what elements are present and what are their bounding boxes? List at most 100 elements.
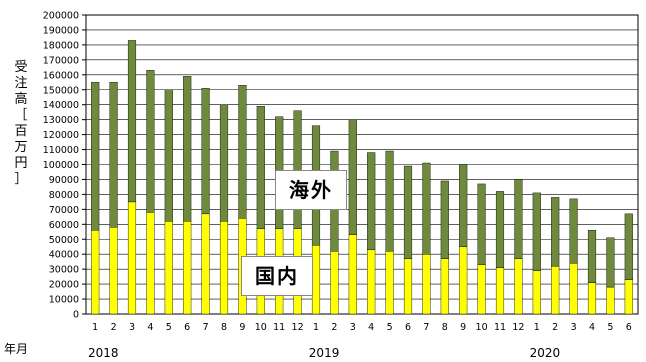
bar-overseas bbox=[293, 110, 302, 229]
x-tick-label: 9 bbox=[460, 322, 466, 333]
x-tick-label: 10 bbox=[255, 322, 267, 333]
bar-domestic bbox=[109, 227, 118, 315]
bar-overseas bbox=[422, 162, 431, 255]
y-tick-label: 10000 bbox=[49, 295, 79, 306]
bar-domestic bbox=[164, 221, 173, 315]
domestic-annotation: 国内 bbox=[241, 256, 313, 296]
x-tick-label: 1 bbox=[92, 322, 98, 333]
x-tick-label: 11 bbox=[273, 322, 285, 333]
bar-overseas bbox=[238, 85, 247, 219]
bar-overseas bbox=[127, 40, 137, 203]
x-tick-label: 2 bbox=[111, 322, 117, 333]
bar-domestic bbox=[330, 251, 339, 315]
y-tick-label: 90000 bbox=[49, 175, 79, 186]
bar-domestic bbox=[477, 264, 486, 315]
x-tick-label: 3 bbox=[350, 322, 356, 333]
y-tick-label: 190000 bbox=[43, 25, 79, 36]
bar-overseas bbox=[551, 197, 560, 267]
x-tick-label: 3 bbox=[571, 322, 577, 333]
bar-domestic bbox=[514, 258, 523, 315]
bar-overseas bbox=[477, 183, 486, 265]
x-tick-label: 5 bbox=[166, 322, 172, 333]
bar-domestic bbox=[624, 279, 633, 315]
x-tick-label: 1 bbox=[313, 322, 319, 333]
y-axis-label-char: ［ bbox=[14, 108, 28, 123]
bar-overseas bbox=[440, 180, 449, 259]
x-tick-label: 2 bbox=[331, 322, 337, 333]
y-tick-label: 150000 bbox=[43, 85, 79, 96]
bar-overseas bbox=[514, 179, 523, 259]
bar-domestic bbox=[127, 201, 137, 315]
bar-domestic bbox=[367, 249, 376, 315]
bar-overseas bbox=[569, 198, 578, 264]
y-tick-label: 120000 bbox=[43, 130, 79, 141]
bar-overseas bbox=[495, 191, 505, 268]
x-tick-label: 11 bbox=[494, 322, 506, 333]
x-tick-label: 8 bbox=[221, 322, 227, 333]
x-tick-label: 5 bbox=[607, 322, 613, 333]
bar-overseas bbox=[624, 213, 633, 280]
bar-overseas bbox=[91, 82, 100, 231]
y-axis-label: 受注高 ［ 百万円 ］ bbox=[10, 60, 32, 188]
bar-overseas bbox=[459, 164, 468, 247]
bar-domestic bbox=[201, 213, 210, 315]
y-tick-label: 140000 bbox=[43, 100, 79, 111]
year-label: 2018 bbox=[88, 346, 119, 358]
x-tick-label: 6 bbox=[184, 322, 190, 333]
bar-overseas bbox=[146, 70, 155, 213]
y-tick-label: 70000 bbox=[49, 205, 79, 216]
x-tick-label: 10 bbox=[476, 322, 488, 333]
x-tick-label: 4 bbox=[147, 322, 153, 333]
bar-overseas bbox=[256, 105, 265, 229]
y-tick-label: 170000 bbox=[43, 55, 79, 66]
x-tick-label: 4 bbox=[589, 322, 595, 333]
bar-overseas bbox=[201, 88, 210, 215]
y-tick-label: 20000 bbox=[49, 280, 79, 291]
bar-overseas bbox=[367, 152, 376, 250]
x-tick-label: 12 bbox=[292, 322, 304, 333]
y-tick-label: 180000 bbox=[43, 40, 79, 51]
x-tick-label: 6 bbox=[626, 322, 632, 333]
y-tick-label: 50000 bbox=[49, 235, 79, 246]
year-month-label: 年月 bbox=[4, 342, 29, 356]
y-tick-label: 40000 bbox=[49, 250, 79, 261]
bar-overseas bbox=[183, 76, 192, 222]
x-tick-label: 8 bbox=[442, 322, 448, 333]
bar-domestic bbox=[459, 246, 468, 315]
y-tick-label: 110000 bbox=[43, 145, 79, 156]
bar-domestic bbox=[551, 265, 560, 315]
y-tick-label: 60000 bbox=[49, 220, 79, 231]
bar-domestic bbox=[91, 230, 100, 315]
bar-domestic bbox=[311, 245, 321, 315]
bar-overseas bbox=[219, 104, 229, 222]
bar-domestic bbox=[422, 253, 431, 315]
bar-domestic bbox=[403, 258, 413, 315]
bar-domestic bbox=[219, 221, 229, 315]
x-tick-label: 4 bbox=[368, 322, 374, 333]
x-tick-label: 5 bbox=[387, 322, 393, 333]
y-axis-label-char: ］ bbox=[14, 172, 28, 187]
y-tick-label: 200000 bbox=[43, 11, 79, 22]
bar-overseas bbox=[587, 230, 597, 283]
overseas-annotation: 海外 bbox=[275, 170, 347, 210]
x-tick-label: 9 bbox=[239, 322, 245, 333]
bar-overseas bbox=[109, 82, 118, 228]
y-tick-label: 160000 bbox=[43, 70, 79, 81]
x-tick-label: 7 bbox=[423, 322, 429, 333]
bar-domestic bbox=[183, 221, 192, 315]
bar-overseas bbox=[606, 237, 615, 288]
bar-domestic bbox=[385, 251, 394, 315]
y-axis-label-char: 注 bbox=[14, 76, 28, 91]
bar-domestic bbox=[532, 270, 541, 315]
bar-domestic bbox=[569, 262, 578, 315]
x-tick-label: 2 bbox=[552, 322, 558, 333]
x-tick-label: 3 bbox=[129, 322, 135, 333]
bar-domestic bbox=[587, 282, 597, 315]
y-axis-label-char: 受 bbox=[14, 60, 28, 75]
x-tick-label: 6 bbox=[405, 322, 411, 333]
bar-overseas bbox=[532, 192, 541, 271]
bar-overseas bbox=[403, 165, 413, 259]
y-tick-label: 80000 bbox=[49, 190, 79, 201]
